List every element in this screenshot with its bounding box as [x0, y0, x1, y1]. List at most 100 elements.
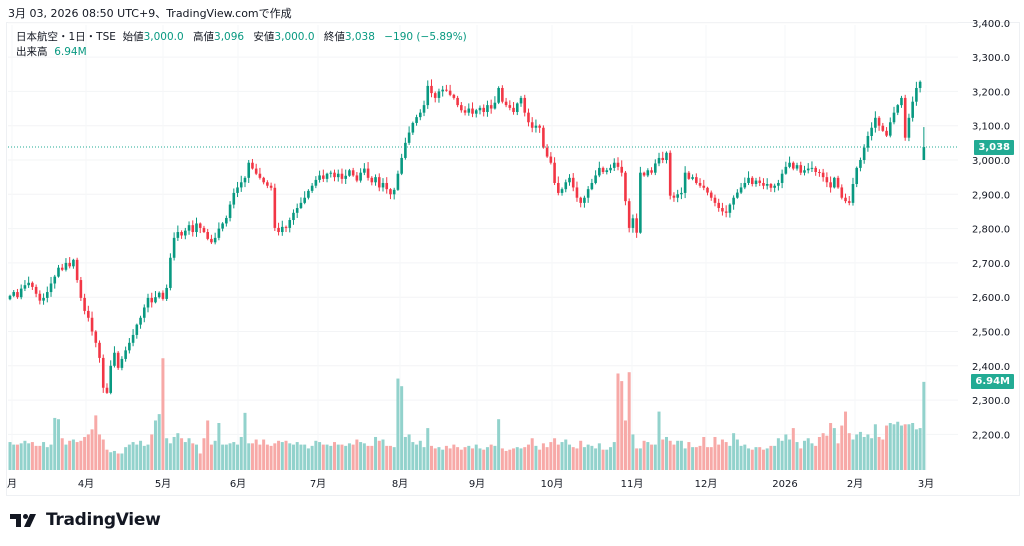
candle-body — [754, 180, 758, 185]
candle-body — [172, 237, 176, 258]
candle-body — [683, 172, 687, 193]
candle-body — [918, 81, 922, 88]
time-tick-label: 3月 — [918, 478, 934, 490]
time-tick-label: 4月 — [78, 478, 94, 490]
volume-bar — [98, 434, 102, 470]
candle-body — [907, 117, 911, 138]
volume-bar — [187, 438, 191, 470]
volume-bar — [870, 438, 874, 470]
volume-bar — [500, 448, 504, 470]
volume-bar — [687, 442, 691, 470]
volume-bar — [377, 440, 381, 470]
volume-bar — [575, 448, 579, 470]
volume-bar — [817, 436, 821, 470]
volume-bar — [444, 445, 448, 470]
candle-body — [900, 97, 903, 106]
volume-bar — [586, 444, 590, 470]
volume-bar — [485, 447, 489, 470]
volume-bar — [258, 444, 262, 470]
volume-bar — [27, 443, 31, 470]
volume-bar — [8, 442, 12, 470]
candle-body — [351, 170, 355, 176]
time-tick-label: 7月 — [310, 478, 326, 490]
symbol-label[interactable]: 日本航空・1日・TSE — [16, 31, 116, 43]
legend: 日本航空・1日・TSE 始値3,000.0 高値3,096 安値3,000.0 … — [16, 30, 473, 60]
candle-body — [463, 110, 467, 113]
candle-body — [762, 182, 765, 186]
candle-body — [385, 182, 389, 190]
candle-body — [299, 202, 303, 209]
volume-bar — [881, 439, 885, 470]
volume-bar — [549, 442, 553, 470]
volume-bar — [694, 447, 698, 470]
candle-body — [426, 85, 430, 106]
candle-body — [314, 179, 318, 186]
candle-body — [340, 173, 344, 179]
candle-body — [728, 204, 732, 213]
volume-bar — [422, 447, 426, 470]
volume-bar — [646, 442, 650, 470]
volume-bar — [672, 444, 676, 470]
volume-bar — [146, 444, 150, 470]
volume-bar — [105, 449, 109, 470]
candle-body — [146, 297, 150, 308]
volume-bar — [303, 444, 307, 470]
volume-bar — [866, 434, 870, 470]
volume-bar — [717, 444, 721, 470]
candle-body — [437, 91, 441, 98]
candle-body — [154, 297, 157, 303]
volume-bar — [94, 415, 98, 470]
candle-body — [452, 94, 456, 98]
volume-bar — [855, 434, 859, 470]
volume-bar — [821, 433, 825, 470]
candle-body — [87, 310, 90, 318]
volume-bar — [829, 423, 833, 470]
time-tick-label: 10月 — [541, 478, 564, 490]
volume-bar — [706, 447, 710, 470]
tradingview-logo-icon — [10, 514, 36, 527]
last-price-badge: 3,038 — [974, 140, 1014, 155]
candle-body — [553, 162, 556, 183]
volume-bar — [291, 444, 295, 470]
volume-bar — [832, 428, 836, 470]
candle-body — [445, 89, 448, 91]
volume-bar — [359, 442, 363, 470]
open-label: 始値 — [122, 31, 144, 43]
candle-body — [680, 192, 683, 195]
candle-body — [124, 350, 127, 359]
volume-bar — [605, 449, 609, 470]
volume-bar — [885, 425, 889, 470]
volume-bar — [415, 444, 419, 470]
volume-bar — [791, 428, 795, 470]
volume-bar — [493, 445, 497, 470]
volume-bar — [713, 436, 717, 470]
volume-bar — [351, 444, 355, 470]
candle-body — [336, 173, 340, 178]
candle-body — [210, 238, 213, 243]
volume-bar — [250, 443, 254, 470]
candle-body — [870, 127, 873, 136]
candle-body — [228, 204, 232, 218]
tradingview-logo[interactable]: TradingView — [10, 510, 161, 530]
volume-bar — [333, 442, 337, 470]
candle-body — [419, 112, 422, 118]
volume-bar — [42, 442, 46, 470]
candle-body — [273, 187, 277, 228]
volume-bar — [556, 444, 560, 470]
candle-body — [493, 102, 497, 109]
candle-body — [709, 192, 713, 198]
volume-bar — [374, 436, 378, 470]
volume-bar — [814, 445, 818, 470]
candle-body — [881, 125, 885, 131]
candle-body — [239, 182, 243, 188]
volume-bar — [661, 439, 665, 470]
candle-body — [717, 202, 720, 209]
candle-body — [911, 101, 914, 118]
candle-body — [128, 342, 131, 351]
volume-bar — [75, 442, 79, 470]
candle-body — [441, 89, 444, 92]
volume-bar — [370, 445, 374, 470]
candle-body — [60, 267, 64, 270]
volume-bar — [321, 444, 325, 470]
